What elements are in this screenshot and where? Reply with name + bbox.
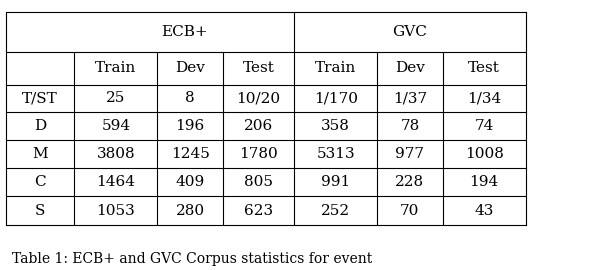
Text: 1/170: 1/170 [314, 92, 358, 105]
Text: 5313: 5313 [316, 147, 355, 161]
Text: Dev: Dev [175, 62, 205, 76]
Text: Test: Test [242, 62, 275, 76]
Text: 594: 594 [101, 119, 130, 133]
Text: ECB+: ECB+ [161, 25, 207, 39]
Text: 196: 196 [176, 119, 205, 133]
Text: C: C [35, 176, 46, 189]
Text: Test: Test [468, 62, 500, 76]
Text: 1464: 1464 [96, 176, 135, 189]
Text: 228: 228 [395, 176, 424, 189]
Text: 70: 70 [400, 204, 419, 218]
Text: 194: 194 [470, 176, 499, 189]
Text: Dev: Dev [395, 62, 425, 76]
Text: 1008: 1008 [465, 147, 504, 161]
Text: GVC: GVC [393, 25, 427, 39]
Text: 280: 280 [176, 204, 205, 218]
Text: 78: 78 [401, 119, 419, 133]
Text: 1/37: 1/37 [393, 92, 427, 105]
Text: 1/34: 1/34 [467, 92, 501, 105]
Text: 409: 409 [176, 176, 205, 189]
Text: 1245: 1245 [171, 147, 210, 161]
Text: 25: 25 [106, 92, 125, 105]
Text: Train: Train [95, 62, 136, 76]
Text: 3808: 3808 [96, 147, 135, 161]
Text: 991: 991 [321, 176, 350, 189]
Text: 977: 977 [395, 147, 424, 161]
Text: 43: 43 [474, 204, 494, 218]
Text: Train: Train [315, 62, 356, 76]
Text: 10/20: 10/20 [236, 92, 281, 105]
Text: 74: 74 [474, 119, 494, 133]
Text: Table 1: ECB+ and GVC Corpus statistics for event: Table 1: ECB+ and GVC Corpus statistics … [12, 252, 372, 266]
Text: S: S [35, 204, 45, 218]
Text: 206: 206 [244, 119, 273, 133]
Text: M: M [32, 147, 48, 161]
Text: 252: 252 [321, 204, 350, 218]
Text: 623: 623 [244, 204, 273, 218]
Text: 1053: 1053 [96, 204, 135, 218]
Text: 8: 8 [185, 92, 195, 105]
Text: T/ST: T/ST [22, 92, 58, 105]
Text: 805: 805 [244, 176, 273, 189]
Text: 1780: 1780 [239, 147, 278, 161]
Text: 358: 358 [321, 119, 350, 133]
Text: D: D [34, 119, 46, 133]
